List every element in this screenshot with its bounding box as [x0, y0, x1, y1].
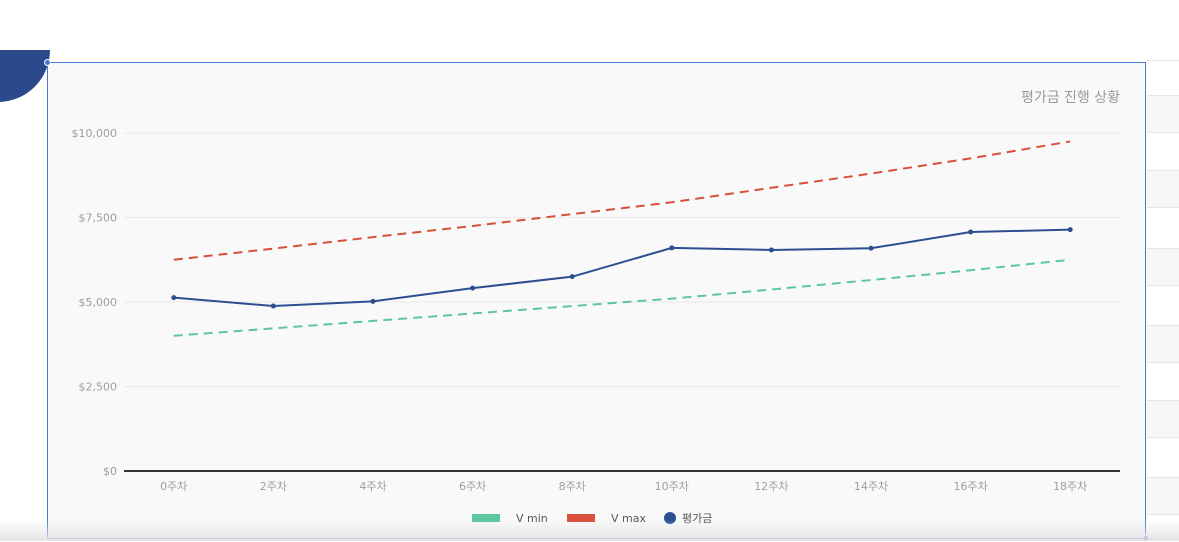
y-tick-label: $10,000: [72, 127, 118, 140]
x-tick-label: 16주차: [953, 480, 987, 493]
y-tick-label: $7,500: [79, 212, 118, 225]
bottom-fade: [0, 520, 1179, 541]
resize-handle-top-left[interactable]: [44, 59, 51, 66]
data-point: [968, 229, 974, 235]
x-tick-label: 14주차: [854, 480, 888, 493]
data-point: [370, 298, 376, 304]
line-chart: 평가금 진행 상황 $0 $2,500 $5,000 $7,500 $10,000 0주…: [72, 90, 1121, 525]
y-tick-label: $2,500: [79, 381, 118, 394]
legend-swatch: [472, 514, 500, 522]
chart-title: 평가금 진행 상황: [1021, 90, 1120, 106]
x-tick-label: 10주차: [655, 480, 689, 493]
background-table: [1147, 60, 1179, 541]
series-line: [173, 228, 1071, 308]
y-tick-label: $0: [103, 465, 117, 478]
data-point: [669, 245, 675, 251]
legend-swatch: [567, 514, 595, 522]
x-tick-label: 18주차: [1053, 480, 1087, 493]
series-line: [173, 140, 1071, 261]
data-point: [470, 285, 476, 291]
x-tick-label: 0주차: [160, 480, 187, 493]
data-point: [569, 274, 575, 280]
series-line: [173, 258, 1071, 337]
data-point: [1067, 227, 1073, 233]
x-tick-label: 6주차: [459, 480, 486, 493]
data-point: [768, 247, 774, 253]
x-tick-label: 4주차: [359, 480, 386, 493]
x-tick-label: 8주차: [559, 480, 586, 493]
x-tick-label: 12주차: [754, 480, 788, 493]
data-point: [868, 245, 874, 251]
data-point: [270, 303, 276, 309]
data-point: [171, 295, 177, 301]
y-tick-label: $5,000: [79, 296, 118, 309]
chart-container[interactable]: 평가금 진행 상황 $0 $2,500 $5,000 $7,500 $10,000 0주…: [44, 59, 1149, 542]
decorative-blob: [0, 50, 50, 102]
x-tick-label: 2주차: [260, 480, 287, 493]
